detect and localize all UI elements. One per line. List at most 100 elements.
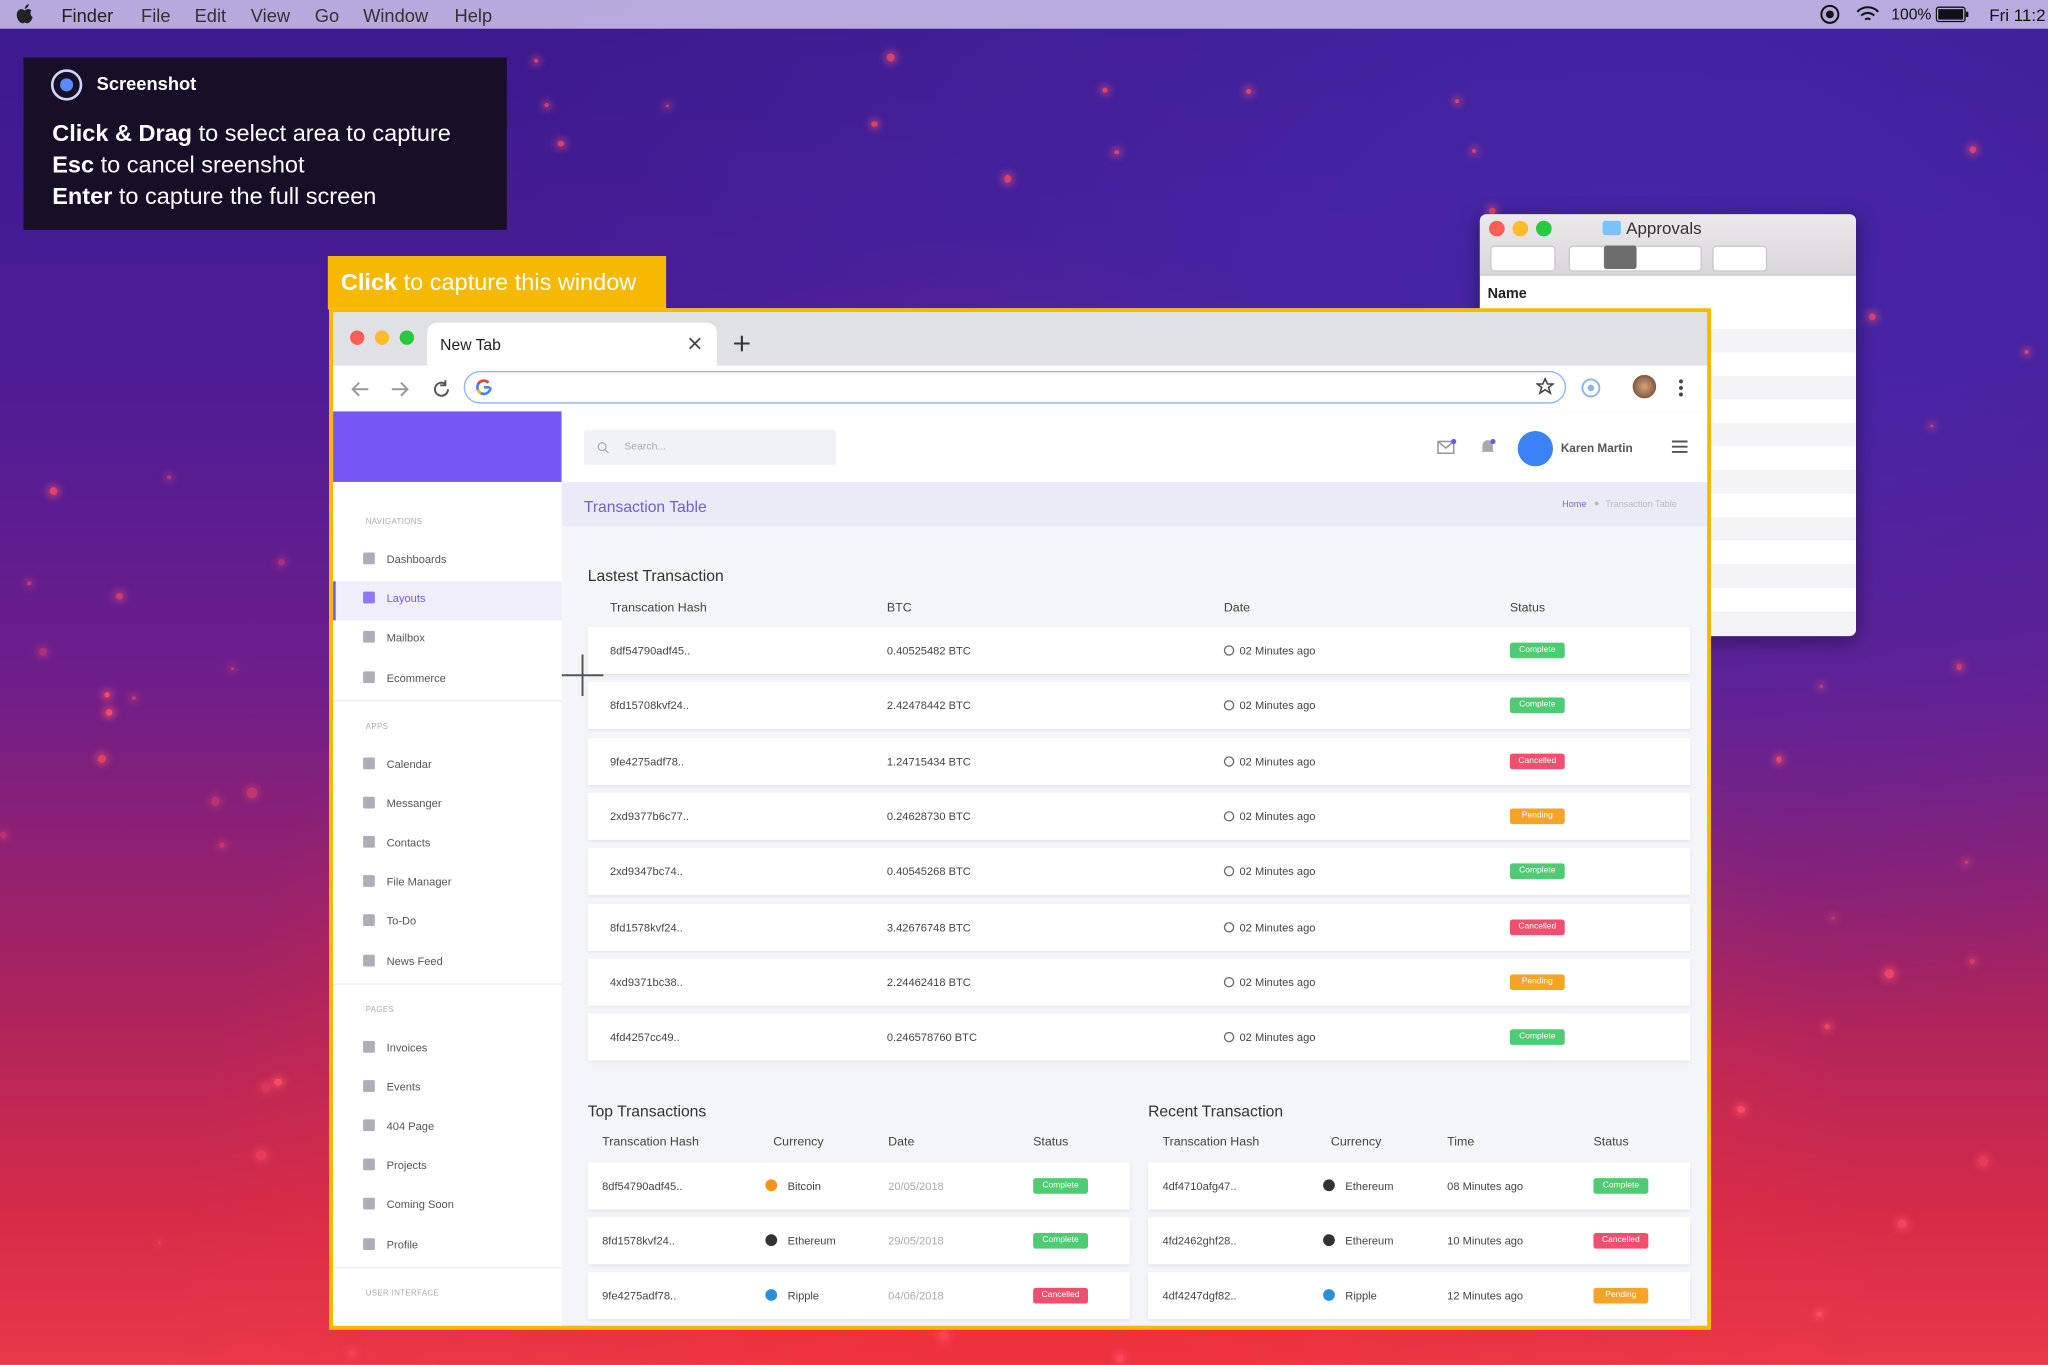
sidebar-item[interactable]: 404 Page bbox=[386, 1119, 435, 1133]
table-row[interactable] bbox=[587, 682, 1691, 730]
hash-cell: 9fe4275adf78.. bbox=[602, 1289, 677, 1303]
hash-cell: 4df4710afg47.. bbox=[1162, 1179, 1237, 1193]
tab-close[interactable] bbox=[688, 337, 701, 350]
nav-buttons[interactable] bbox=[1490, 245, 1556, 272]
user-avatar[interactable] bbox=[1517, 431, 1553, 467]
sidebar-item[interactable]: Ecommerce bbox=[386, 670, 446, 684]
close-button[interactable] bbox=[1488, 220, 1505, 237]
notifications-icon[interactable] bbox=[1479, 438, 1497, 456]
date-cell: 04/06/2018 bbox=[888, 1289, 944, 1303]
table-row[interactable] bbox=[587, 1013, 1691, 1061]
menu-item[interactable]: Help bbox=[454, 5, 493, 27]
minimize-button[interactable] bbox=[374, 330, 390, 345]
address-bar[interactable] bbox=[463, 370, 1567, 404]
user-name[interactable]: Karen Martin bbox=[1560, 441, 1633, 455]
menu-item[interactable]: View bbox=[250, 5, 291, 27]
sidebar-item[interactable]: Projects bbox=[386, 1158, 427, 1172]
clock: Fri 11:2 bbox=[1989, 5, 2046, 25]
sidebar-item[interactable]: File Manager bbox=[386, 875, 452, 889]
sidebar-item[interactable]: Events bbox=[386, 1079, 421, 1093]
messages-icon[interactable] bbox=[1437, 438, 1458, 455]
sidebar-divider bbox=[333, 982, 562, 985]
menu-item[interactable]: Window bbox=[363, 5, 429, 27]
sidebar-item[interactable]: Dashboards bbox=[386, 552, 447, 566]
table-row[interactable] bbox=[587, 737, 1691, 785]
table-row[interactable] bbox=[587, 847, 1691, 895]
date-cell: 02 Minutes ago bbox=[1239, 975, 1316, 989]
sidebar-item[interactable]: Calendar bbox=[386, 757, 432, 771]
bokeh-dot bbox=[1737, 1106, 1745, 1114]
browser-menu[interactable] bbox=[1678, 379, 1683, 397]
sidebar-item[interactable]: Invoices bbox=[386, 1040, 428, 1054]
apple-logo bbox=[16, 3, 33, 24]
hash-cell: 4xd9371bc38.. bbox=[609, 975, 683, 989]
clock-icon bbox=[1223, 810, 1235, 822]
sidebar-icon bbox=[363, 552, 375, 565]
close-button[interactable] bbox=[350, 330, 365, 345]
profile-avatar[interactable] bbox=[1632, 374, 1657, 399]
hamburger-menu[interactable] bbox=[1671, 440, 1688, 453]
zoom-button[interactable] bbox=[1535, 220, 1552, 237]
minimize-button[interactable] bbox=[1512, 220, 1529, 237]
breadcrumb-home[interactable]: Home bbox=[1562, 500, 1587, 510]
status-badge: Complete bbox=[1033, 1233, 1088, 1249]
date-cell: 02 Minutes ago bbox=[1239, 864, 1316, 878]
sidebar-item[interactable]: Coming Soon bbox=[386, 1198, 454, 1212]
hash-cell: 8df54790adf45.. bbox=[609, 643, 691, 657]
clock-icon bbox=[1223, 700, 1235, 711]
sidebar-item[interactable]: Mailbox bbox=[386, 631, 425, 645]
table-row[interactable] bbox=[587, 792, 1691, 840]
extension-icon[interactable] bbox=[1580, 377, 1601, 398]
menu-item[interactable]: Go bbox=[314, 5, 340, 27]
currency-icon bbox=[1323, 1234, 1335, 1247]
menu-item[interactable]: Finder bbox=[61, 5, 114, 27]
menu-item[interactable]: Edit bbox=[194, 5, 227, 27]
sidebar-item[interactable]: Contacts bbox=[386, 835, 431, 849]
bokeh-dot bbox=[1776, 756, 1783, 763]
sidebar-item[interactable]: Profile bbox=[386, 1237, 419, 1251]
bokeh-dot bbox=[544, 103, 550, 108]
clock-icon bbox=[1223, 976, 1235, 988]
sidebar-item[interactable]: News Feed bbox=[386, 954, 443, 968]
bokeh-dot bbox=[39, 648, 47, 656]
hint-key: Click & Drag bbox=[52, 120, 193, 147]
currency-cell: Ethereum bbox=[1345, 1179, 1394, 1193]
table-row[interactable] bbox=[587, 626, 1691, 674]
status-badge: Complete bbox=[1593, 1178, 1649, 1194]
clock-icon bbox=[1223, 755, 1235, 767]
bokeh-dot bbox=[871, 120, 878, 128]
tab[interactable]: New Tab bbox=[427, 322, 718, 366]
bokeh-dot bbox=[1819, 684, 1824, 689]
column-header: Date bbox=[888, 1135, 915, 1150]
hint-key: Esc bbox=[52, 151, 95, 178]
time-cell: 10 Minutes ago bbox=[1447, 1234, 1524, 1248]
list-view-button[interactable] bbox=[1603, 245, 1637, 270]
page-title: Transaction Table bbox=[583, 497, 707, 516]
group-button[interactable] bbox=[1712, 245, 1768, 272]
sidebar-item[interactable]: Messanger bbox=[386, 796, 442, 810]
bokeh-dot bbox=[1824, 1024, 1830, 1030]
menu-item[interactable]: File bbox=[141, 5, 171, 27]
bokeh-dot bbox=[665, 104, 669, 108]
search-box[interactable]: Search... bbox=[583, 429, 836, 465]
screen-record-icon[interactable] bbox=[1819, 4, 1840, 25]
bookmark-star[interactable] bbox=[1535, 377, 1555, 395]
wifi-icon[interactable] bbox=[1855, 4, 1881, 25]
bokeh-dot bbox=[1969, 146, 1977, 153]
search-icon bbox=[597, 442, 609, 454]
bokeh-dot bbox=[1245, 88, 1251, 94]
nav-controls[interactable] bbox=[351, 380, 455, 398]
capture-label[interactable]: Click to capture this window bbox=[327, 255, 667, 310]
sidebar-divider bbox=[333, 699, 562, 701]
sidebar-item[interactable]: To-Do bbox=[386, 914, 417, 928]
column-header[interactable]: Name bbox=[1487, 286, 1527, 302]
table-row[interactable] bbox=[587, 958, 1691, 1006]
page-title-bar bbox=[561, 481, 1708, 527]
new-tab-button[interactable] bbox=[734, 335, 750, 352]
folder-icon bbox=[1602, 220, 1621, 236]
bokeh-dot bbox=[1978, 1155, 1989, 1166]
sidebar-item[interactable]: Layouts bbox=[386, 591, 426, 605]
column-header: Status bbox=[1509, 600, 1546, 616]
zoom-button[interactable] bbox=[399, 330, 415, 345]
table-row[interactable] bbox=[587, 903, 1691, 951]
